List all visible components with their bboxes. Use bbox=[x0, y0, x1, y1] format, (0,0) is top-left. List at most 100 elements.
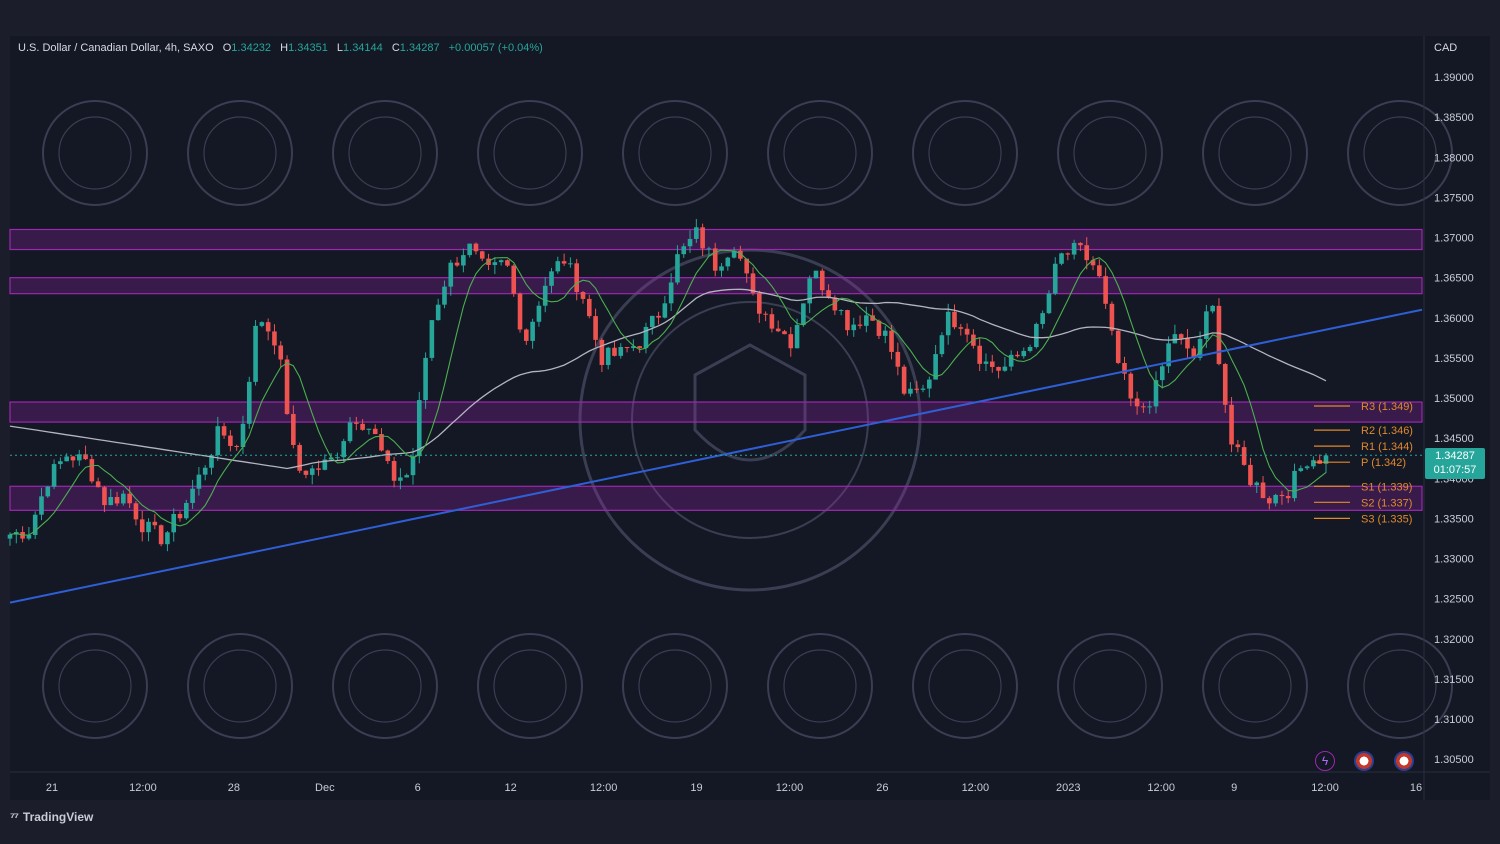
ma-fast-line[interactable] bbox=[9, 249, 1327, 536]
candle-body bbox=[1097, 265, 1102, 277]
watermark-ring-0-9 bbox=[1363, 116, 1437, 190]
candle-body bbox=[1311, 460, 1316, 467]
candle-body bbox=[983, 361, 989, 364]
zones bbox=[9, 228, 1423, 511]
candle-body bbox=[586, 298, 592, 317]
candle-body bbox=[1248, 464, 1253, 486]
sr-zone-2[interactable] bbox=[9, 401, 1423, 423]
candle-body bbox=[1229, 404, 1234, 445]
candle-body bbox=[952, 311, 957, 328]
candle-body bbox=[177, 513, 183, 519]
candle-body bbox=[782, 331, 787, 335]
candle-body bbox=[152, 521, 158, 526]
candle-body bbox=[108, 497, 114, 506]
sr-zone-3[interactable] bbox=[9, 485, 1423, 511]
candle-body bbox=[769, 314, 775, 329]
pivot-label-P: P (1.342) bbox=[1361, 457, 1406, 469]
candle-body bbox=[1172, 334, 1178, 344]
watermark-ring-1-9 bbox=[1363, 649, 1437, 723]
watermark-seal-0-2 bbox=[332, 100, 438, 206]
candle-body bbox=[303, 470, 309, 475]
candle-body bbox=[58, 461, 63, 465]
trendline[interactable] bbox=[9, 308, 1423, 604]
candle-body bbox=[1185, 338, 1190, 349]
lightning-icon[interactable]: ϟ bbox=[1315, 751, 1335, 771]
candle-body bbox=[83, 454, 88, 460]
us-flag-icon-2[interactable] bbox=[1394, 751, 1414, 771]
candle-body bbox=[662, 303, 668, 318]
watermark-seal-1-3 bbox=[477, 633, 583, 739]
candle-body bbox=[265, 322, 271, 332]
change-value: +0.00057 (+0.04%) bbox=[448, 42, 543, 54]
candle-body bbox=[492, 262, 498, 265]
candle-body bbox=[1197, 338, 1203, 358]
candle-body bbox=[1002, 366, 1008, 371]
tradingview-logo[interactable]: ⁷⁷ TradingView bbox=[10, 810, 94, 824]
candle-body bbox=[423, 357, 428, 401]
symbol-title: U.S. Dollar / Canadian Dollar, 4h, SAXO bbox=[18, 42, 214, 54]
candle-body bbox=[76, 454, 82, 461]
candle-body bbox=[933, 354, 938, 380]
candle-body bbox=[398, 477, 403, 481]
candle-body bbox=[1065, 253, 1071, 255]
watermark-ring-0-3 bbox=[493, 116, 567, 190]
y-tick-label: 1.33500 bbox=[1434, 513, 1474, 525]
candle-body bbox=[190, 488, 195, 503]
candle-body bbox=[668, 282, 674, 304]
watermark-ring-0-4 bbox=[638, 116, 712, 190]
candle-body bbox=[284, 359, 290, 415]
candle-body bbox=[133, 503, 139, 520]
candle-body bbox=[1046, 293, 1052, 314]
watermark-ring-1-2 bbox=[348, 649, 422, 723]
candle-body bbox=[391, 460, 397, 481]
candle-body bbox=[895, 351, 901, 367]
candle-body bbox=[209, 455, 214, 468]
candle-body bbox=[70, 456, 76, 461]
y-tick-label: 1.32500 bbox=[1434, 594, 1474, 606]
candle-body bbox=[435, 304, 441, 321]
pivot-label-S1: S1 (1.339) bbox=[1361, 481, 1412, 493]
watermark-ring-1-1 bbox=[203, 649, 277, 723]
candle-body bbox=[857, 324, 863, 326]
candle-body bbox=[127, 493, 132, 504]
candle-body bbox=[744, 258, 750, 274]
y-tick-label: 1.38500 bbox=[1434, 112, 1474, 124]
candle-body bbox=[1323, 455, 1329, 464]
candle-body bbox=[309, 468, 315, 475]
watermark-layer bbox=[42, 100, 1453, 739]
low-value: 1.34144 bbox=[343, 42, 383, 54]
candle-body bbox=[1304, 466, 1310, 469]
candle-body bbox=[964, 328, 970, 335]
candle-body bbox=[568, 263, 573, 265]
candle-body bbox=[517, 293, 523, 330]
candles bbox=[7, 218, 1329, 552]
x-tick-label: 12:00 bbox=[1311, 782, 1339, 794]
candle-body bbox=[624, 347, 630, 349]
currency-label: CAD bbox=[1434, 42, 1458, 54]
candle-body bbox=[341, 441, 347, 458]
candle-body bbox=[989, 361, 995, 367]
candle-body bbox=[958, 327, 964, 329]
candle-body bbox=[1204, 311, 1209, 339]
candle-body bbox=[864, 315, 869, 326]
y-tick-label: 1.37500 bbox=[1434, 192, 1474, 204]
candle-body bbox=[908, 388, 913, 394]
candle-body bbox=[1166, 343, 1171, 367]
candle-body bbox=[1103, 276, 1108, 304]
candle-body bbox=[807, 278, 812, 304]
pivot-label-S2: S2 (1.337) bbox=[1361, 497, 1412, 509]
sr-zone-1[interactable] bbox=[9, 277, 1423, 295]
candle-body bbox=[1141, 406, 1146, 408]
candle-body bbox=[184, 502, 189, 519]
ma-slow-line[interactable] bbox=[9, 288, 1327, 470]
candle-body bbox=[882, 330, 888, 336]
watermark-seal-0-3 bbox=[477, 100, 583, 206]
candle-body bbox=[794, 325, 800, 349]
us-flag-icon[interactable] bbox=[1354, 751, 1374, 771]
y-tick-label: 1.30500 bbox=[1434, 754, 1474, 766]
watermark-seal-0-4 bbox=[622, 100, 728, 206]
sr-zone-0[interactable] bbox=[9, 228, 1423, 251]
candle-body bbox=[700, 227, 705, 249]
candle-body bbox=[549, 271, 554, 286]
